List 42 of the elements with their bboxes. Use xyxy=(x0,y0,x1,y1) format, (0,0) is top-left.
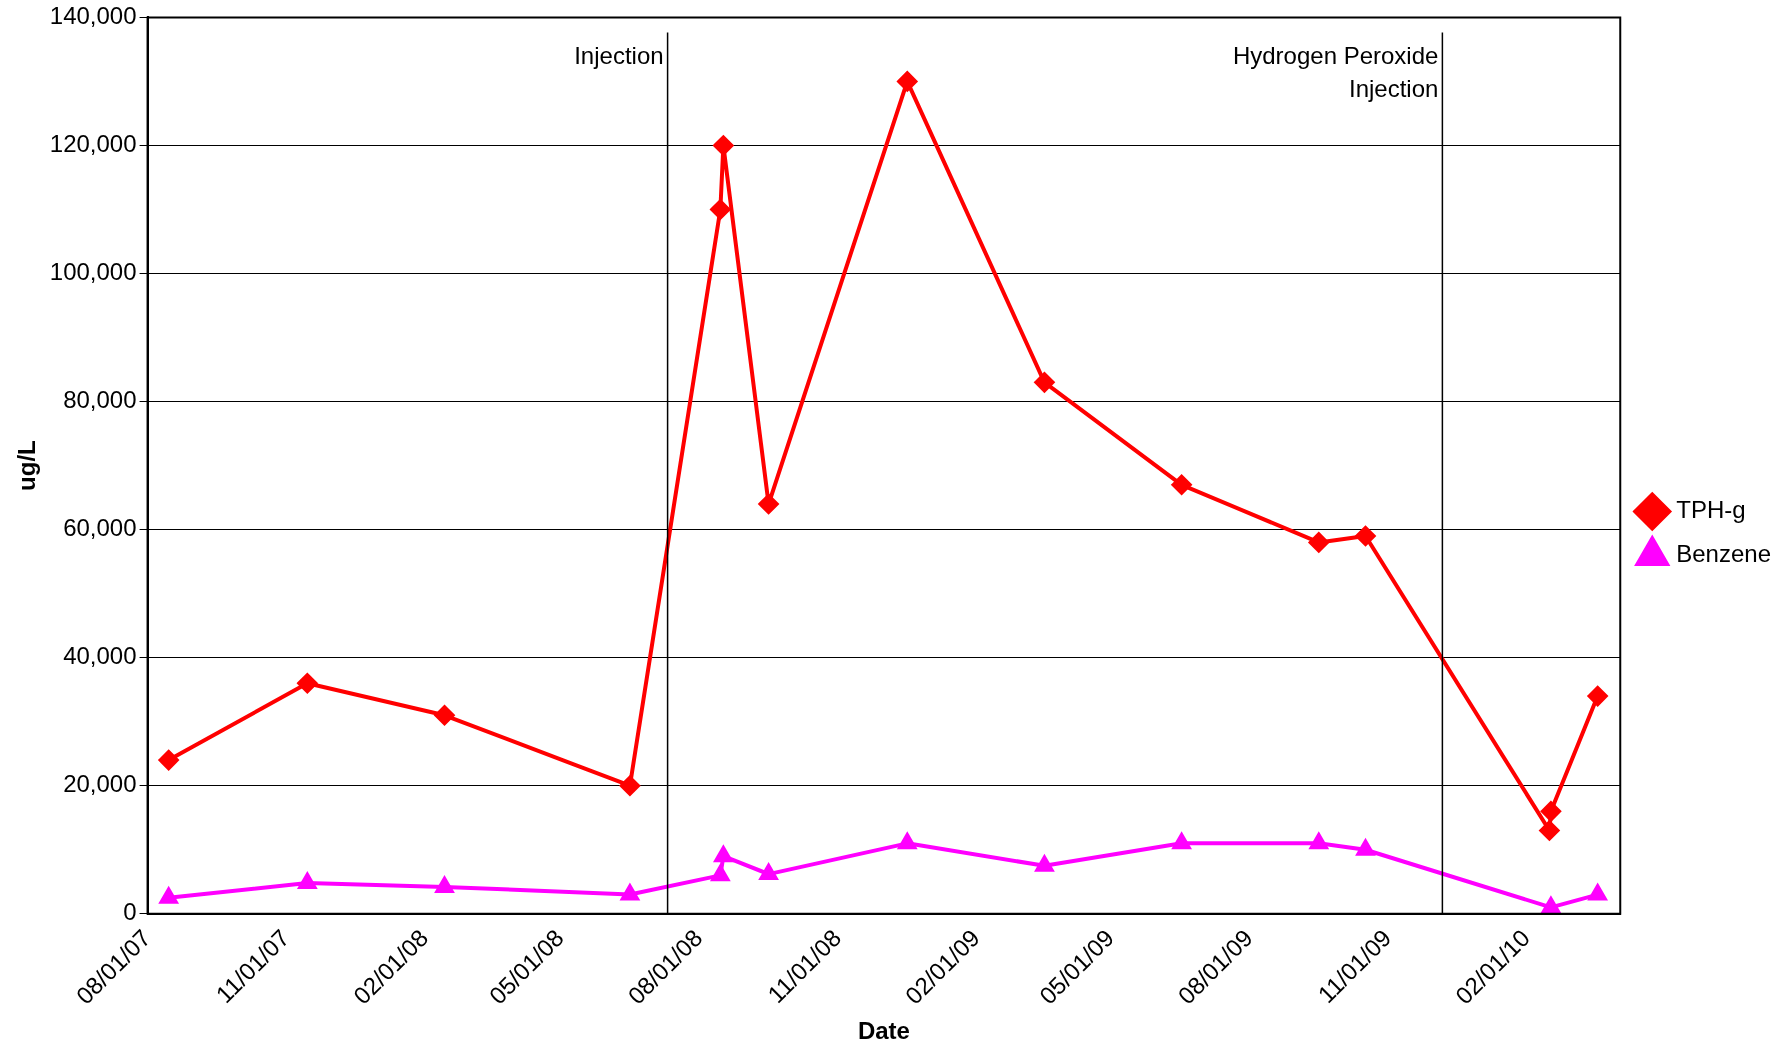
point xyxy=(1309,833,1328,850)
ref-line-label: Hydrogen Peroxide Injection xyxy=(1232,42,1439,103)
point xyxy=(759,864,778,881)
point xyxy=(1308,532,1329,553)
point xyxy=(434,705,455,726)
point xyxy=(1355,837,1376,856)
point xyxy=(1540,801,1561,822)
point xyxy=(711,865,730,882)
point xyxy=(713,135,734,156)
x-axis-title: Date xyxy=(857,1017,910,1045)
point xyxy=(1587,686,1608,707)
point xyxy=(1541,897,1560,914)
point xyxy=(1034,372,1055,393)
legend-label: Benzene xyxy=(1676,540,1771,568)
point xyxy=(1587,882,1608,901)
point xyxy=(714,846,733,863)
y-axis-title: ug/L xyxy=(13,440,41,491)
y-tick-label: 20,000 xyxy=(63,770,137,798)
point xyxy=(710,199,731,220)
y-tick-label: 40,000 xyxy=(63,642,137,670)
y-tick-label: 140,000 xyxy=(49,2,137,30)
y-tick-label: 60,000 xyxy=(63,514,137,542)
point xyxy=(298,873,317,890)
y-tick-label: 0 xyxy=(123,898,137,926)
point xyxy=(619,775,640,796)
point xyxy=(435,876,454,893)
point xyxy=(758,494,779,514)
point xyxy=(1172,833,1191,850)
legend-label: TPH-g xyxy=(1676,496,1746,524)
point xyxy=(158,750,179,771)
point xyxy=(898,833,917,850)
ref-line-label: Injection xyxy=(574,42,664,70)
point xyxy=(1539,820,1560,841)
point xyxy=(158,885,179,904)
y-tick-label: 80,000 xyxy=(63,386,137,414)
point xyxy=(1171,474,1192,495)
y-tick-label: 100,000 xyxy=(49,258,137,286)
point xyxy=(297,673,318,694)
point xyxy=(897,71,918,92)
point xyxy=(1034,853,1055,872)
point xyxy=(1355,526,1376,547)
y-tick-label: 120,000 xyxy=(49,130,137,158)
